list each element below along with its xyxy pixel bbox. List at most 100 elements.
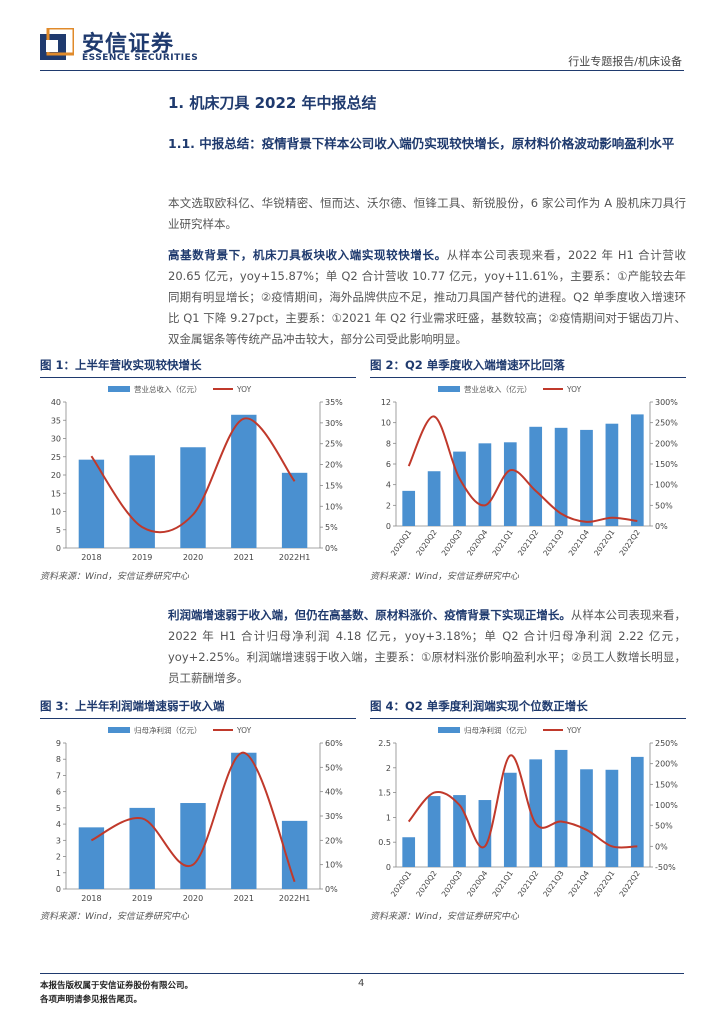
bar — [478, 443, 492, 526]
subsection-heading: 1.1. 中报总结：疫情背景下样本公司收入端仍实现较快增长，原材料价格波动影响盈… — [168, 136, 675, 151]
legend-line-label: YOY — [236, 385, 252, 394]
bar — [580, 769, 593, 867]
bar — [554, 749, 568, 867]
x-tick-label: 2020 — [183, 553, 203, 562]
x-tick-label: 2022H1 — [279, 553, 310, 562]
y-tick-label: 30 — [51, 435, 61, 444]
chart-legend: 营业总收入（亿元） YOY — [438, 384, 582, 394]
figure-4-source: 资料来源：Wind，安信证券研究中心 — [370, 912, 519, 922]
bar — [630, 414, 644, 526]
bar — [427, 796, 441, 867]
legend-bar-label: 归母净利润（亿元） — [134, 725, 202, 735]
y2-tick-label: 10% — [325, 861, 343, 870]
legend-bar-swatch — [108, 727, 130, 733]
x-tick-label: 2021Q1 — [490, 528, 515, 558]
y-tick-label: 4 — [386, 481, 391, 490]
legend-line-label: YOY — [236, 726, 252, 735]
figure-4-rule — [370, 718, 686, 719]
y-tick-label: 1 — [386, 813, 391, 822]
figure-3-rule — [40, 718, 356, 719]
legend-bar-swatch — [438, 386, 460, 392]
y2-tick-label: 200% — [655, 439, 678, 448]
bar — [78, 827, 105, 889]
bar — [402, 490, 416, 526]
legend-line-label: YOY — [566, 385, 582, 394]
x-tick-label: 2018 — [81, 553, 101, 562]
logo-chinese-name: 安信证券 — [82, 32, 175, 57]
page-number: 4 — [358, 978, 365, 989]
legend-bar-label: 归母净利润（亿元） — [464, 725, 532, 735]
bar — [453, 795, 466, 867]
y2-tick-label: 30% — [325, 419, 343, 428]
bar — [180, 447, 206, 548]
figure-3-title: 图 3：上半年利润端增速弱于收入端 — [40, 699, 225, 713]
y2-tick-label: 200% — [655, 760, 678, 769]
y-tick-label: 0 — [56, 885, 61, 894]
figure-2-source: 资料来源：Wind，安信证券研究中心 — [370, 572, 519, 582]
yoy-line — [90, 417, 296, 534]
x-tick-label: 2022Q2 — [617, 869, 642, 899]
bar — [453, 451, 466, 526]
y-tick-label: 2 — [386, 764, 391, 773]
paragraph-profit: 利润端增速弱于收入端，但仍在高基数、原材料涨价、疫情背景下实现正增长。从样本公司… — [168, 605, 686, 689]
y-tick-label: 15 — [51, 489, 61, 498]
legend-bar-swatch — [108, 386, 130, 392]
y-tick-label: 6 — [56, 788, 61, 797]
bar — [605, 769, 619, 867]
y-tick-label: 0 — [386, 522, 391, 531]
x-tick-label: 2020Q4 — [465, 528, 490, 558]
yoy-line — [90, 751, 296, 883]
bar — [402, 837, 416, 867]
y-tick-label: 4 — [56, 820, 61, 829]
legend-bar-swatch — [438, 727, 460, 733]
y-tick-label: 2 — [386, 501, 391, 510]
header-divider — [40, 70, 684, 71]
footer-disclaimer: 各项声明请参见报告尾页。 — [40, 995, 143, 1005]
bar — [554, 427, 568, 526]
y2-tick-label: 40% — [325, 788, 343, 797]
y2-tick-label: 20% — [325, 461, 343, 470]
x-tick-label: 2021Q4 — [567, 869, 592, 899]
y-tick-label: 1.5 — [378, 789, 391, 798]
legend-bar-label: 营业总收入（亿元） — [134, 384, 202, 394]
yoy-line — [407, 754, 638, 849]
y2-tick-label: 20% — [325, 836, 343, 845]
bar — [180, 803, 206, 889]
y-tick-label: 35 — [51, 416, 61, 425]
yoy-line — [407, 415, 638, 523]
paragraph-revenue-body: 从样本公司表现来看，2022 年 H1 合计营收 20.65 亿元，yoy+15… — [168, 248, 686, 346]
chart-legend: 归母净利润（亿元） YOY — [438, 725, 582, 735]
y-tick-label: 1 — [56, 869, 61, 878]
y2-tick-label: 60% — [325, 739, 343, 748]
x-tick-label: 2021 — [234, 894, 254, 903]
bar — [529, 759, 543, 867]
paragraph-revenue-lead: 高基数背景下，机床刀具板块收入端实现较快增长。 — [168, 248, 447, 262]
x-tick-label: 2020Q1 — [389, 869, 414, 899]
y-tick-label: 9 — [56, 739, 61, 748]
paragraph-sample: 本文选取欧科亿、华锐精密、恒而达、沃尔德、恒锋工具、新锐股份，6 家公司作为 A… — [168, 193, 686, 235]
x-tick-label: 2022H1 — [279, 894, 310, 903]
section-heading: 1. 机床刀具 2022 年中报总结 — [168, 94, 377, 112]
y2-tick-label: 25% — [325, 440, 343, 449]
y-tick-label: 10 — [381, 419, 391, 428]
bar — [231, 414, 257, 548]
x-tick-label: 2020Q2 — [414, 869, 439, 899]
figure-3-source: 资料来源：Wind，安信证券研究中心 — [40, 912, 189, 922]
y-tick-label: 2 — [56, 853, 61, 862]
x-tick-label: 2020 — [183, 894, 203, 903]
bar — [281, 472, 308, 548]
y2-tick-label: 300% — [655, 398, 678, 407]
x-tick-label: 2020Q4 — [465, 869, 490, 899]
y-tick-label: 8 — [56, 755, 61, 764]
bar — [503, 772, 517, 867]
y2-tick-label: 100% — [655, 481, 678, 490]
footer-divider — [40, 973, 684, 974]
footer-copyright: 本报告版权属于安信证券股份有限公司。 — [40, 981, 194, 991]
figure-2-rule — [370, 377, 686, 378]
y2-tick-label: -50% — [655, 863, 676, 872]
x-tick-label: 2022Q2 — [617, 528, 642, 558]
chart-legend: 营业总收入（亿元） YOY — [108, 384, 252, 394]
y2-tick-label: 100% — [655, 801, 678, 810]
bar — [605, 423, 619, 526]
legend-line-label: YOY — [566, 726, 582, 735]
